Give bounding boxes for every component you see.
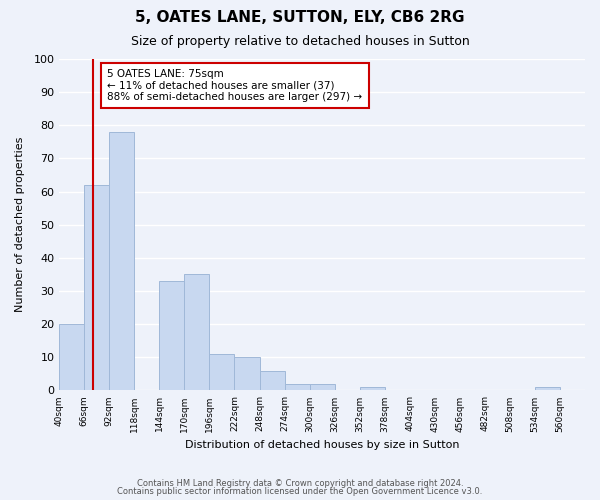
Text: 5 OATES LANE: 75sqm
← 11% of detached houses are smaller (37)
88% of semi-detach: 5 OATES LANE: 75sqm ← 11% of detached ho…	[107, 69, 362, 102]
Bar	[209, 354, 235, 391]
Y-axis label: Number of detached properties: Number of detached properties	[15, 137, 25, 312]
Bar	[160, 281, 184, 390]
Bar	[184, 274, 209, 390]
Text: 5, OATES LANE, SUTTON, ELY, CB6 2RG: 5, OATES LANE, SUTTON, ELY, CB6 2RG	[135, 10, 465, 25]
Bar	[109, 132, 134, 390]
X-axis label: Distribution of detached houses by size in Sutton: Distribution of detached houses by size …	[185, 440, 460, 450]
Bar	[359, 387, 385, 390]
Text: Contains public sector information licensed under the Open Government Licence v3: Contains public sector information licen…	[118, 487, 482, 496]
Bar	[59, 324, 84, 390]
Bar	[235, 358, 260, 390]
Text: Contains HM Land Registry data © Crown copyright and database right 2024.: Contains HM Land Registry data © Crown c…	[137, 478, 463, 488]
Bar	[84, 185, 109, 390]
Bar	[535, 387, 560, 390]
Text: Size of property relative to detached houses in Sutton: Size of property relative to detached ho…	[131, 35, 469, 48]
Bar	[284, 384, 310, 390]
Bar	[260, 370, 284, 390]
Bar	[310, 384, 335, 390]
